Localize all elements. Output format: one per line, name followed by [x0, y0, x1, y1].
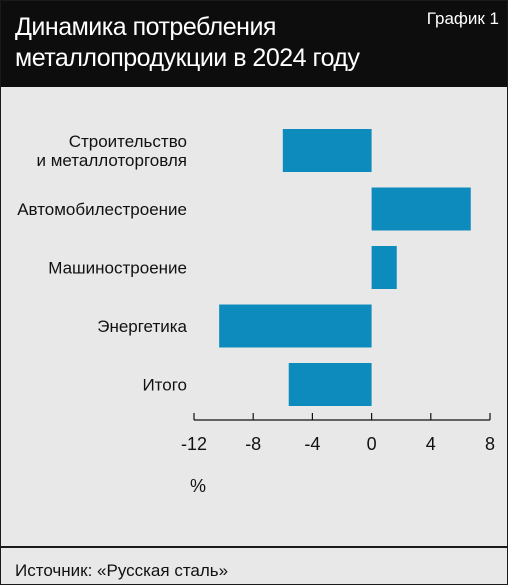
chart-number-label: График 1 [426, 9, 499, 28]
bar-chart: Строительство и металлоторговля Автомобиле… [17, 129, 495, 496]
chart-title: Динамика потребления металлопродукции в … [15, 13, 360, 72]
x-tick-label-6: 8 [485, 434, 495, 454]
bar-3 [371, 246, 397, 289]
bar-2 [371, 187, 471, 231]
category-label-1: Строительство и металлоторговля [36, 132, 187, 170]
x-tick-label-3: -4 [304, 434, 320, 454]
bar-5 [288, 363, 372, 406]
x-tick-label-5: 4 [426, 434, 436, 454]
x-axis-label: % [190, 476, 206, 496]
category-label-5: Итого [142, 376, 187, 395]
category-label-2: Автомобилестроение [17, 200, 187, 219]
x-tick-label-2: -8 [245, 434, 261, 454]
bar-4 [219, 304, 372, 348]
x-tick-label-1: -12 [181, 434, 207, 454]
footer-divider [1, 546, 507, 548]
header-bar: Динамика потребления металлопродукции в … [1, 1, 507, 87]
category-label-4: Энергетика [97, 317, 187, 336]
category-label-3: Машиностроение [48, 259, 187, 278]
x-tick-label-4: 0 [367, 434, 377, 454]
source-note: Источник: «Русская сталь» [15, 561, 229, 580]
bar-1 [282, 129, 372, 172]
